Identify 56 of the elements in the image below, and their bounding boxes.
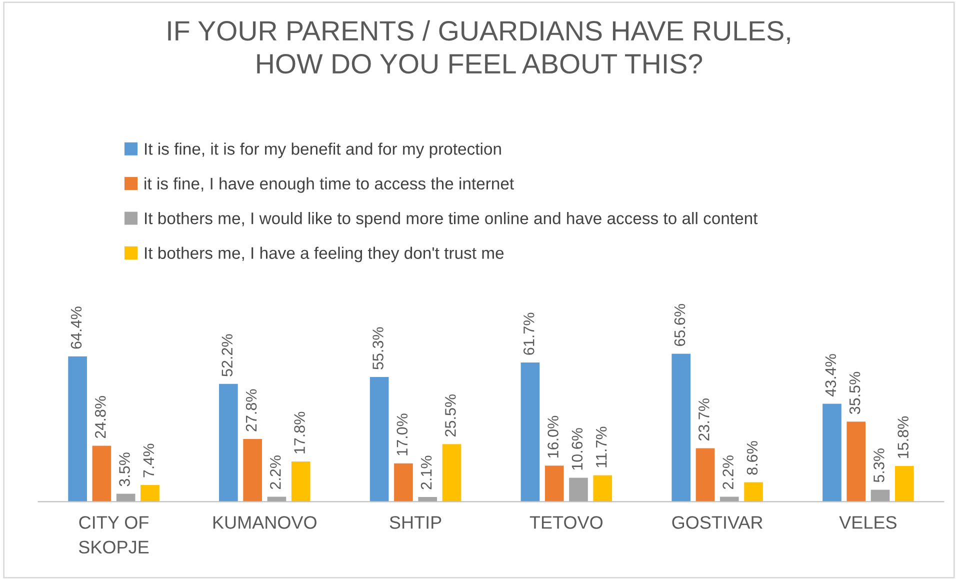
x-tick-label: GOSTIVAR xyxy=(672,516,762,529)
bar xyxy=(243,438,262,502)
data-label: 65.6% xyxy=(674,304,686,346)
bar xyxy=(544,466,564,502)
x-tick-label: SHTIP xyxy=(390,516,442,529)
chart-title: IF YOUR PARENTS / GUARDIANS HAVE RULES, HOW DO YOU FEEL ABOUT THIS? xyxy=(168,20,790,74)
bar xyxy=(394,463,413,502)
x-tick-label: VELES xyxy=(839,516,896,529)
bar xyxy=(219,384,238,502)
data-label: 16.0% xyxy=(548,416,558,458)
data-label: 17.8% xyxy=(294,412,305,454)
data-label: 55.3% xyxy=(372,327,384,370)
bar xyxy=(846,422,866,502)
bar xyxy=(92,446,112,502)
data-label: 61.7% xyxy=(523,312,534,355)
data-label: 27.8% xyxy=(246,389,257,432)
x-tick-label: KUMANOVO xyxy=(213,516,316,529)
data-label: 2.2% xyxy=(722,456,734,490)
bar xyxy=(291,462,310,502)
data-label: 7.4% xyxy=(143,444,154,478)
bar xyxy=(442,444,462,502)
data-label: 43.4% xyxy=(825,354,836,396)
bar xyxy=(68,356,87,502)
x-tick-label: CITY OF SKOPJE xyxy=(78,516,149,554)
data-label: 2.2% xyxy=(270,456,281,490)
data-label: 2.1% xyxy=(420,456,432,490)
bar xyxy=(593,475,612,502)
data-label: 10.6% xyxy=(572,428,583,470)
data-label: 23.7% xyxy=(698,398,710,441)
data-label: 25.5% xyxy=(445,394,456,436)
legend-label: It bothers me, I have a feeling they don't trust me xyxy=(145,246,504,262)
bar xyxy=(894,466,914,502)
data-label: 11.7% xyxy=(596,426,607,468)
bar xyxy=(140,485,160,502)
legend-label: It is fine, it is for my benefit and for my protection xyxy=(145,142,501,158)
data-label: 24.8% xyxy=(94,396,106,438)
x-tick-label: TETOVO xyxy=(530,516,603,529)
legend-label: it is fine, I have enough time to access the internet xyxy=(144,177,514,193)
data-label: 17.0% xyxy=(396,414,408,456)
data-label: 64.4% xyxy=(70,306,82,349)
data-label: 8.6% xyxy=(746,441,758,475)
bar xyxy=(822,404,842,502)
data-label: 15.8% xyxy=(898,416,908,458)
bar xyxy=(870,490,890,502)
bar xyxy=(672,354,691,502)
bar xyxy=(744,482,763,502)
bar xyxy=(696,448,715,502)
bar xyxy=(370,376,389,502)
bar xyxy=(720,496,739,502)
data-label: 3.5% xyxy=(119,452,130,486)
data-label: 35.5% xyxy=(849,372,860,414)
bar xyxy=(520,362,540,502)
data-label: 5.3% xyxy=(874,448,884,482)
bar xyxy=(569,478,588,502)
data-label: 52.2% xyxy=(222,334,233,376)
legend-label: It bothers me, I would like to spend more time online and have access to all content xyxy=(145,212,758,228)
